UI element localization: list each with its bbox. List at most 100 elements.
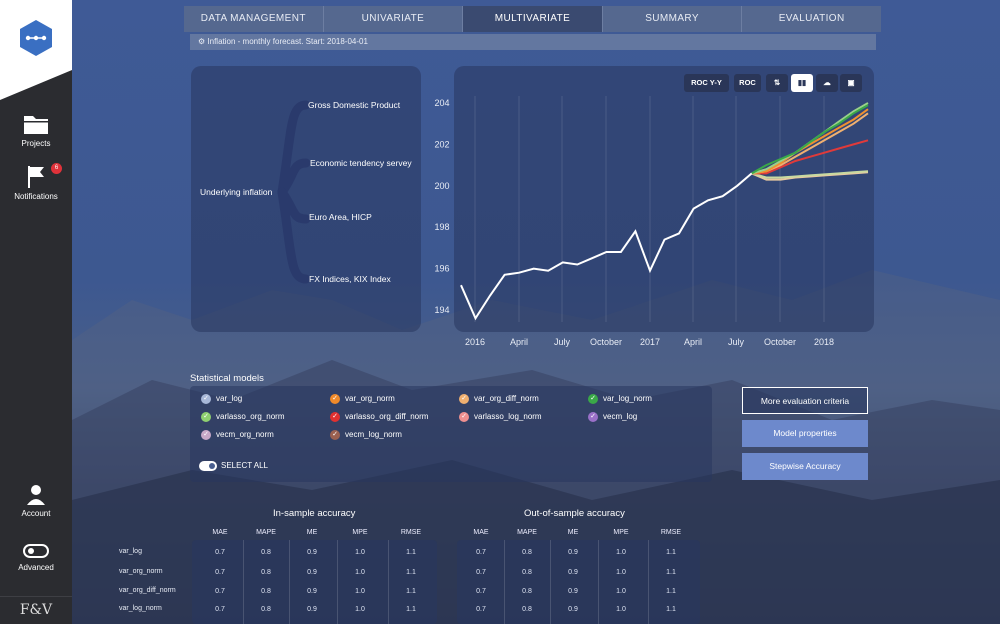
column-header: MPE (352, 529, 368, 536)
tab-summary[interactable]: SUMMARY (602, 6, 743, 32)
model-checkbox[interactable]: ✓ var_log (201, 394, 242, 404)
table-cell: 0.8 (522, 588, 532, 595)
table-cell: 0.8 (261, 588, 271, 595)
tab-data-management[interactable]: DATA MANAGEMENT (184, 6, 324, 32)
column-header: MAE (473, 529, 489, 536)
app-logo-icon[interactable] (16, 18, 56, 58)
model-properties-button[interactable]: Model properties (742, 420, 868, 447)
forecast-series-line (751, 104, 869, 175)
sort-icon[interactable]: ⇅ (766, 74, 788, 92)
x-tick-label: 2017 (640, 337, 660, 347)
table-cell: 1.1 (666, 569, 676, 576)
column-header: RMSE (660, 529, 682, 536)
table-cell: 0.8 (261, 606, 271, 613)
table-cell: 0.7 (215, 569, 225, 576)
table-cell: 1.0 (616, 569, 626, 576)
model-checkbox[interactable]: ✓ vecm_log_norm (330, 430, 402, 440)
table-cell: 1.1 (406, 549, 416, 556)
check-icon: ✓ (330, 430, 340, 440)
table-cell: 1.0 (355, 588, 365, 595)
stepwise-accuracy-button[interactable]: Stepwise Accuracy (742, 453, 868, 480)
y-tick-label: 202 (434, 139, 449, 149)
info-bar: ⚙ Inflation - monthly forecast. Start: 2… (190, 34, 876, 50)
table-cell: 1.1 (666, 588, 676, 595)
tab-multivariate[interactable]: MULTIVARIATE (463, 6, 603, 32)
table-cell: 1.1 (406, 606, 416, 613)
model-checkbox[interactable]: ✓ var_log_norm (588, 394, 652, 404)
models-title: Statistical models (190, 373, 264, 384)
y-tick-label: 194 (434, 305, 449, 315)
check-icon: ✓ (201, 412, 211, 422)
table-cell: 0.9 (568, 606, 578, 613)
table-cell: 1.0 (355, 569, 365, 576)
in-sample-table (192, 540, 437, 624)
model-label: var_org_diff_norm (474, 394, 539, 404)
table-cell: 0.8 (261, 569, 271, 576)
sidebar-item-label: Account (21, 509, 51, 518)
notification-badge: 6 (51, 163, 62, 174)
more-evaluation-criteria-button[interactable]: More evaluation criteria (742, 387, 868, 414)
column-divider (388, 540, 389, 624)
x-tick-label: October (590, 337, 622, 347)
tab-univariate[interactable]: UNIVARIATE (323, 6, 464, 32)
model-checkbox[interactable]: ✓ var_org_diff_norm (459, 394, 539, 404)
tree-node[interactable]: Economic tendency servey (310, 158, 412, 168)
check-icon: ✓ (588, 412, 598, 422)
brand-logo: F&V (0, 596, 72, 624)
model-label: vecm_log_norm (345, 430, 402, 440)
model-checkbox[interactable]: ✓ vecm_org_norm (201, 430, 274, 440)
tree-node[interactable]: Euro Area, HICP (309, 212, 372, 222)
model-label: var_log (216, 394, 243, 404)
tab-evaluation[interactable]: EVALUATION (742, 6, 881, 32)
table-cell: 1.0 (616, 588, 626, 595)
model-checkbox[interactable]: ✓ varlasso_org_diff_norm (330, 412, 428, 422)
forecast-chart-panel (454, 66, 874, 332)
table-row-label: var_org_norm (119, 568, 163, 575)
bar-chart-icon[interactable]: ▮▮ (791, 74, 813, 92)
history-series-line (460, 172, 753, 321)
info-text: Inflation - monthly forecast. Start: 201… (207, 37, 368, 46)
sidebar-item-notifications[interactable]: Notifications (0, 165, 72, 201)
select-all-toggle[interactable] (199, 461, 217, 471)
model-checkbox[interactable]: ✓ varlasso_org_norm (201, 412, 284, 422)
x-tick-label: April (510, 337, 528, 347)
forecast-series-line (751, 170, 869, 179)
x-tick-label: July (554, 337, 571, 347)
cloud-download-icon[interactable]: ☁ (816, 74, 838, 92)
table-cell: 0.7 (476, 549, 486, 556)
out-sample-title: Out-of-sample accuracy (524, 508, 625, 519)
table-cell: 0.9 (568, 569, 578, 576)
column-divider (337, 540, 338, 624)
gear-icon[interactable]: ⚙ (198, 37, 206, 46)
model-label: vecm_org_norm (216, 430, 274, 440)
table-cell: 0.8 (522, 569, 532, 576)
table-cell: 1.1 (406, 588, 416, 595)
sidebar-item-projects[interactable]: Projects (0, 112, 72, 148)
roc-yy-button[interactable]: ROC Y-Y (684, 74, 729, 92)
table-cell: 1.0 (355, 606, 365, 613)
x-tick-label: July (728, 337, 745, 347)
column-header: RMSE (400, 529, 422, 536)
column-divider (289, 540, 290, 624)
sidebar-item-account[interactable]: Account (0, 484, 72, 518)
table-cell: 0.7 (476, 606, 486, 613)
roc-button[interactable]: ROC (734, 74, 761, 92)
tree-node[interactable]: FX Indices, KIX Index (309, 274, 391, 284)
table-cell: 0.8 (522, 549, 532, 556)
table-cell: 1.1 (406, 569, 416, 576)
table-cell: 0.7 (215, 549, 225, 556)
check-icon: ✓ (201, 394, 211, 404)
model-checkbox[interactable]: ✓ varlasso_log_norm (459, 412, 542, 422)
y-tick-label: 196 (434, 264, 449, 274)
model-checkbox[interactable]: ✓ var_org_norm (330, 394, 395, 404)
column-divider (550, 540, 551, 624)
tree-node[interactable]: Gross Domestic Product (308, 100, 401, 110)
model-checkbox[interactable]: ✓ vecm_log (588, 412, 637, 422)
x-tick-label: 2016 (465, 337, 485, 347)
column-header: MPE (613, 529, 629, 536)
column-divider (243, 540, 244, 624)
main-tabs: DATA MANAGEMENT UNIVARIATE MULTIVARIATE … (184, 6, 881, 32)
sidebar-item-advanced[interactable]: Advanced (0, 542, 72, 572)
tree-root[interactable]: Underlying inflation (200, 187, 273, 197)
image-icon[interactable]: ▣ (840, 74, 862, 92)
